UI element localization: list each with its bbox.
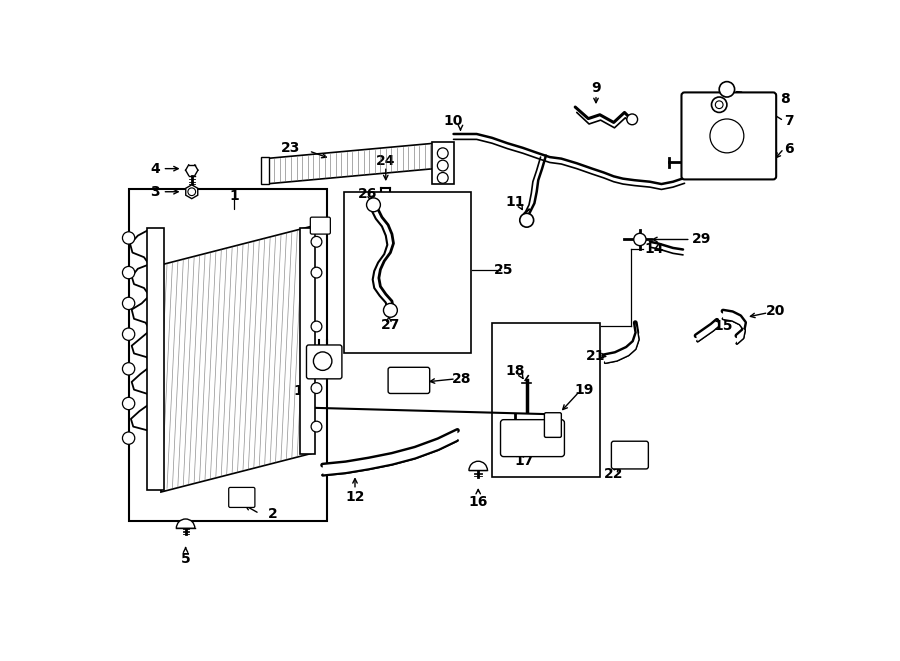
Bar <box>261 157 269 184</box>
Text: 19: 19 <box>575 383 594 397</box>
Circle shape <box>437 148 448 159</box>
Circle shape <box>311 321 322 332</box>
Circle shape <box>626 114 637 125</box>
Circle shape <box>311 237 322 247</box>
Bar <box>432 141 454 184</box>
Text: 13: 13 <box>293 384 313 398</box>
FancyBboxPatch shape <box>307 345 342 379</box>
Circle shape <box>311 267 322 278</box>
Circle shape <box>712 97 727 112</box>
Circle shape <box>235 488 254 507</box>
Text: 2: 2 <box>267 506 277 521</box>
Text: 18: 18 <box>506 364 525 378</box>
Circle shape <box>122 266 135 279</box>
Bar <box>492 323 599 477</box>
Circle shape <box>122 297 135 309</box>
Circle shape <box>122 363 135 375</box>
Text: 24: 24 <box>376 154 395 168</box>
Text: 10: 10 <box>444 114 464 128</box>
Polygon shape <box>696 321 718 341</box>
Text: 20: 20 <box>766 304 785 318</box>
Bar <box>344 192 472 354</box>
Circle shape <box>313 352 332 370</box>
Text: 23: 23 <box>281 141 300 155</box>
Circle shape <box>710 119 743 153</box>
Text: 11: 11 <box>506 195 525 209</box>
Bar <box>300 228 315 453</box>
Text: 14: 14 <box>644 243 663 256</box>
Circle shape <box>311 421 322 432</box>
Text: 15: 15 <box>714 319 733 334</box>
Text: 28: 28 <box>452 372 471 386</box>
Text: 1: 1 <box>230 188 239 202</box>
Circle shape <box>634 233 646 246</box>
FancyBboxPatch shape <box>611 442 648 469</box>
Circle shape <box>366 198 381 212</box>
Text: 7: 7 <box>784 114 793 128</box>
Text: 26: 26 <box>357 187 377 201</box>
FancyBboxPatch shape <box>500 420 564 457</box>
Text: 3: 3 <box>150 184 159 199</box>
FancyBboxPatch shape <box>229 487 255 508</box>
Circle shape <box>437 160 448 171</box>
Circle shape <box>311 383 322 393</box>
Text: 17: 17 <box>515 454 534 468</box>
FancyBboxPatch shape <box>681 93 776 179</box>
Circle shape <box>716 101 723 108</box>
Text: 16: 16 <box>469 495 488 509</box>
Text: 6: 6 <box>784 141 793 155</box>
Circle shape <box>719 81 734 97</box>
Text: 29: 29 <box>692 233 711 247</box>
Text: 27: 27 <box>381 318 400 332</box>
Text: 8: 8 <box>779 93 789 106</box>
Text: 25: 25 <box>494 263 513 277</box>
Circle shape <box>122 432 135 444</box>
Circle shape <box>122 328 135 340</box>
Circle shape <box>188 188 195 196</box>
Circle shape <box>437 173 448 183</box>
Wedge shape <box>176 519 194 528</box>
Polygon shape <box>723 311 744 344</box>
Bar <box>129 190 328 520</box>
Polygon shape <box>265 143 435 184</box>
Bar <box>147 228 164 490</box>
FancyBboxPatch shape <box>388 368 429 393</box>
Text: 22: 22 <box>604 467 624 481</box>
Wedge shape <box>469 461 488 471</box>
Circle shape <box>122 397 135 410</box>
FancyBboxPatch shape <box>544 412 562 438</box>
Polygon shape <box>185 185 198 199</box>
Circle shape <box>383 303 397 317</box>
Text: 12: 12 <box>346 490 365 504</box>
Text: 21: 21 <box>586 349 605 363</box>
Text: 4: 4 <box>150 162 159 176</box>
Polygon shape <box>604 323 638 363</box>
Polygon shape <box>322 430 457 475</box>
Polygon shape <box>161 226 311 492</box>
FancyBboxPatch shape <box>310 217 330 234</box>
Circle shape <box>520 214 534 227</box>
Text: 5: 5 <box>181 552 191 566</box>
Circle shape <box>122 232 135 244</box>
Text: 9: 9 <box>591 81 601 95</box>
